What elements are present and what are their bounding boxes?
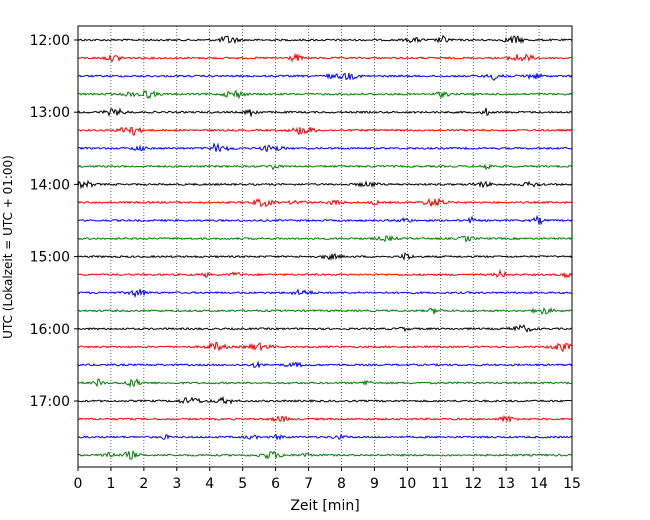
x-tick-label: 12 [464, 476, 482, 492]
y-tick-label: 12:00 [30, 33, 70, 49]
y-axis-ticks: 12:00 13:00 14:00 15:00 16:00 17:00 [30, 33, 78, 410]
seismogram-trace-row [77, 126, 573, 136]
seismogram-trace-row [77, 414, 573, 423]
seismogram-trace-row [77, 72, 573, 81]
seismogram-traces [77, 34, 573, 460]
seismogram-trace-row [77, 377, 573, 389]
seismogram-trace-row [77, 360, 573, 368]
seismogram-trace-row [77, 395, 573, 405]
seismogram-trace-row [77, 252, 573, 261]
seismogram-trace-row [77, 234, 573, 243]
x-tick-label: 11 [431, 476, 449, 492]
seismogram-trace-row [77, 89, 573, 100]
y-tick-label: 17:00 [30, 394, 70, 410]
seismogram-trace-row [77, 52, 573, 63]
seismogram-trace-row [77, 433, 573, 441]
seismogram-trace-row [77, 34, 573, 45]
seismogram-trace-row [77, 450, 573, 460]
y-axis-label: UTC (Lokalzeit = UTC + 01:00) [1, 155, 15, 339]
y-tick-label: 15:00 [30, 250, 70, 266]
x-tick-label: 13 [497, 476, 515, 492]
seismogram-trace-row [77, 142, 573, 153]
x-tick-label: 7 [304, 476, 313, 492]
x-tick-label: 4 [205, 476, 214, 492]
seismogram-trace-row [77, 214, 573, 226]
seismogram-trace-row [77, 341, 573, 353]
seismogram-trace-row [77, 107, 573, 117]
seismogram-trace-row [77, 197, 573, 208]
x-tick-label: 10 [398, 476, 416, 492]
x-axis-ticks: 0 1 2 3 4 5 6 7 8 9 10 11 12 13 14 15 [74, 467, 581, 492]
x-tick-label: 1 [106, 476, 115, 492]
plot-frame [77, 25, 573, 468]
y-tick-label: 13:00 [30, 105, 70, 121]
x-tick-label: 0 [74, 476, 83, 492]
seismogram-trace-row [77, 179, 573, 190]
x-tick-label: 2 [139, 476, 148, 492]
seismogram-trace-row [77, 324, 573, 333]
x-tick-label: 9 [370, 476, 379, 492]
y-tick-label: 14:00 [30, 177, 70, 193]
x-axis-label: Zeit [min] [290, 498, 359, 514]
x-tick-label: 8 [337, 476, 346, 492]
x-tick-label: 14 [530, 476, 548, 492]
x-tick-label: 6 [271, 476, 280, 492]
seismogram-trace-row [77, 268, 573, 279]
seismogram-trace-row [77, 306, 573, 316]
y-tick-label: 16:00 [30, 322, 70, 338]
x-tick-label: 15 [563, 476, 581, 492]
seismogram-trace-row [77, 288, 573, 299]
x-tick-label: 5 [238, 476, 247, 492]
x-tick-label: 3 [172, 476, 181, 492]
seismogram-trace-row [77, 163, 573, 171]
